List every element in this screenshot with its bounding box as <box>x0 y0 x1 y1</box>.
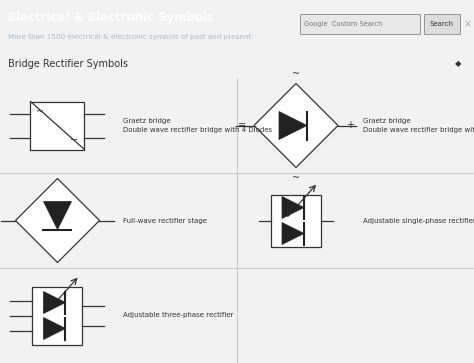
Polygon shape <box>44 318 65 339</box>
Polygon shape <box>254 83 338 167</box>
Text: Adjustable three-phase rectifier: Adjustable three-phase rectifier <box>123 313 234 318</box>
Text: ~: ~ <box>292 172 300 183</box>
Text: ~: ~ <box>292 69 300 78</box>
Text: Search: Search <box>430 21 454 27</box>
Text: −: − <box>71 135 79 144</box>
Text: ×: × <box>464 19 472 29</box>
Text: Bridge Rectifier Symbols: Bridge Rectifier Symbols <box>8 59 128 69</box>
Text: More than 1500 electrical & electronic symbols of past and present: More than 1500 electrical & electronic s… <box>8 34 251 40</box>
Bar <box>33 286 82 344</box>
Bar <box>300 14 420 34</box>
Polygon shape <box>16 179 100 262</box>
Bar <box>424 14 460 34</box>
Text: =: = <box>238 121 246 131</box>
Text: +: + <box>346 121 354 131</box>
Text: Full-wave rectifier stage: Full-wave rectifier stage <box>123 217 207 224</box>
Text: Electrical & Electronic Symbols: Electrical & Electronic Symbols <box>8 11 214 24</box>
Polygon shape <box>282 196 304 219</box>
Bar <box>271 195 321 246</box>
Text: ~: ~ <box>36 106 45 117</box>
Polygon shape <box>279 111 307 139</box>
Text: Google  Custom Search: Google Custom Search <box>304 21 383 27</box>
Polygon shape <box>282 223 304 245</box>
Bar <box>30 102 84 150</box>
Text: Graetz bridge
Double wave rectifier bridge with 4 Diodes: Graetz bridge Double wave rectifier brid… <box>123 118 272 133</box>
Text: ◆: ◆ <box>455 60 461 69</box>
Text: Graetz bridge
Double wave rectifier bridge with 4 Diodes: Graetz bridge Double wave rectifier brid… <box>363 118 474 133</box>
Text: Adjustable single-phase rectifier: Adjustable single-phase rectifier <box>363 217 474 224</box>
Polygon shape <box>44 291 65 314</box>
Polygon shape <box>44 201 72 229</box>
